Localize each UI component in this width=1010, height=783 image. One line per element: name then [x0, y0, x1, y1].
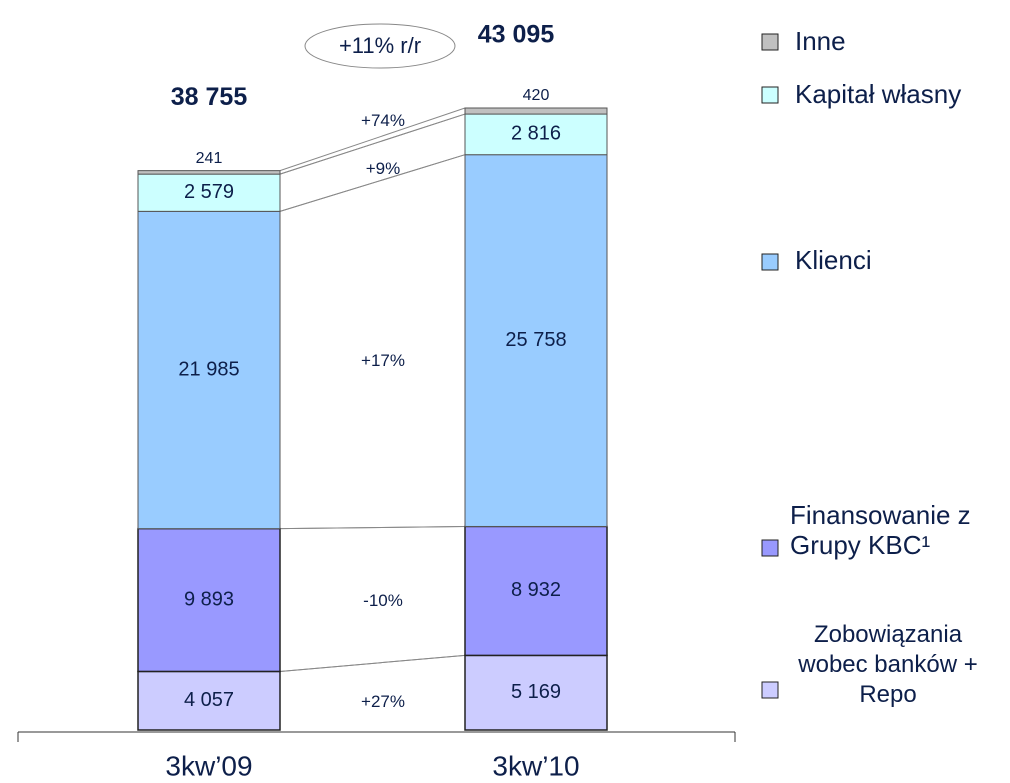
value-label: 2 816	[511, 123, 561, 145]
legend-label: Zobowiązania wobec banków + Repo	[798, 621, 978, 708]
bar-segment	[464, 654, 608, 731]
value-label: 9 893	[184, 588, 234, 610]
legend-swatch	[761, 539, 779, 557]
yoy-ellipse	[304, 23, 456, 69]
bar-segment	[464, 107, 608, 115]
legend-label: Inne	[795, 26, 846, 56]
legend-swatch	[761, 86, 779, 104]
connector	[279, 654, 466, 672]
value-label: 8 932	[511, 579, 561, 601]
bar-segment	[137, 173, 281, 212]
yoy-label: +11% r/r	[339, 33, 421, 58]
change-label: -10%	[363, 591, 403, 610]
legend-label: Finansowanie z Grupy KBC¹	[790, 500, 971, 560]
legend-swatch	[761, 253, 779, 271]
value-label: 2 579	[184, 181, 234, 203]
value-label: 21 985	[178, 358, 239, 380]
change-label: +9%	[366, 159, 401, 178]
value-label: 25 758	[505, 329, 566, 351]
connector	[279, 154, 466, 212]
legend-swatch	[761, 33, 779, 51]
value-label: 4 057	[184, 689, 234, 711]
total-label: 43 095	[478, 21, 555, 49]
legend-label: Klienci	[795, 245, 872, 275]
x-tick-label: 3kw’10	[492, 750, 579, 781]
bar-segment	[464, 525, 608, 657]
total-label: 38 755	[171, 83, 248, 111]
bar-segment	[464, 154, 608, 527]
change-label: +74%	[361, 111, 405, 130]
bar-segment	[464, 113, 608, 156]
change-label: +27%	[361, 692, 405, 711]
change-label: +17%	[361, 351, 405, 370]
connector	[279, 113, 466, 175]
value-label: 420	[523, 87, 550, 104]
bar-segment	[137, 210, 281, 530]
legend-label: Kapitał własny	[795, 79, 962, 109]
x-tick-label: 3kw’09	[165, 750, 252, 781]
connector	[279, 525, 466, 530]
value-label: 5 169	[511, 681, 561, 703]
bar-segment	[137, 170, 281, 175]
legend-swatch	[761, 681, 779, 699]
value-label: 241	[196, 150, 223, 167]
connector	[279, 107, 466, 172]
